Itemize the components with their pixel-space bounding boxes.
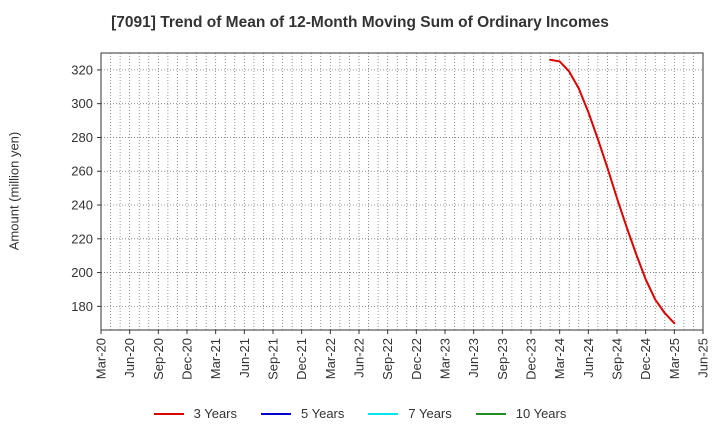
legend-item-7-years: 7 Years <box>368 406 452 421</box>
x-tick-label: Jun-25 <box>696 338 711 378</box>
legend-swatch <box>153 412 184 415</box>
x-tick-label: Dec-22 <box>409 338 424 380</box>
legend: 3 Years 5 Years 7 Years 10 Years <box>0 406 720 421</box>
y-tick-label: 280 <box>71 130 93 145</box>
y-tick-label: 200 <box>71 265 93 280</box>
legend-swatch <box>261 412 291 415</box>
x-tick-label: Jun-21 <box>237 338 252 378</box>
x-tick-label: Mar-24 <box>552 338 567 379</box>
legend-item-10-years: 10 Years <box>475 406 567 421</box>
x-tick-label: Mar-23 <box>438 338 453 379</box>
y-tick-label: 220 <box>71 231 93 246</box>
x-tick-label: Dec-24 <box>638 338 653 380</box>
x-tick-label: Jun-20 <box>122 338 137 378</box>
x-tick-label: Sep-24 <box>610 338 625 380</box>
x-tick-label: Sep-21 <box>266 338 281 380</box>
x-tick-label: Mar-20 <box>94 338 109 379</box>
legend-label: 5 Years <box>301 406 345 421</box>
legend-swatch <box>368 412 399 415</box>
grid-layer <box>101 53 703 330</box>
y-tick-label: 180 <box>71 299 93 314</box>
x-tick-label: Sep-23 <box>495 338 510 380</box>
y-tick-label: 260 <box>71 164 93 179</box>
legend-label: 7 Years <box>408 406 452 421</box>
x-tick-label: Sep-22 <box>380 338 395 380</box>
x-tick-label: Dec-23 <box>524 338 539 380</box>
y-tick-label: 300 <box>71 96 93 111</box>
x-tick-label: Jun-24 <box>581 338 596 378</box>
x-tick-labels: Mar-20 Jun-20 Sep-20 Dec-20 Mar-21 Jun-21 Sep-… <box>94 330 711 380</box>
x-tick-label: Mar-21 <box>208 338 223 379</box>
series-line-3-years <box>549 58 676 325</box>
legend-item-5-years: 5 Years <box>261 406 344 421</box>
legend-label: 3 Years <box>193 406 237 421</box>
plot-frame <box>100 52 704 331</box>
x-tick-label: Dec-21 <box>294 338 309 380</box>
x-tick-label: Mar-25 <box>667 338 682 379</box>
x-tick-label: Sep-20 <box>151 338 166 380</box>
series-layer <box>549 58 676 325</box>
legend-item-3-years: 3 Years <box>153 406 237 421</box>
x-tick-label: Mar-22 <box>323 338 338 379</box>
x-tick-label: Jun-22 <box>352 338 367 378</box>
y-tick-label: 240 <box>71 198 93 213</box>
x-tick-label: Jun-23 <box>466 338 481 378</box>
y-tick-labels: 180 200 220 240 260 280 300 320 <box>71 62 101 314</box>
legend-swatch <box>475 412 506 415</box>
legend-label: 10 Years <box>515 406 567 421</box>
y-tick-label: 320 <box>71 62 93 77</box>
x-tick-label: Dec-20 <box>180 338 195 380</box>
chart-title: [7091] Trend of Mean of 12-Month Moving … <box>111 14 609 31</box>
